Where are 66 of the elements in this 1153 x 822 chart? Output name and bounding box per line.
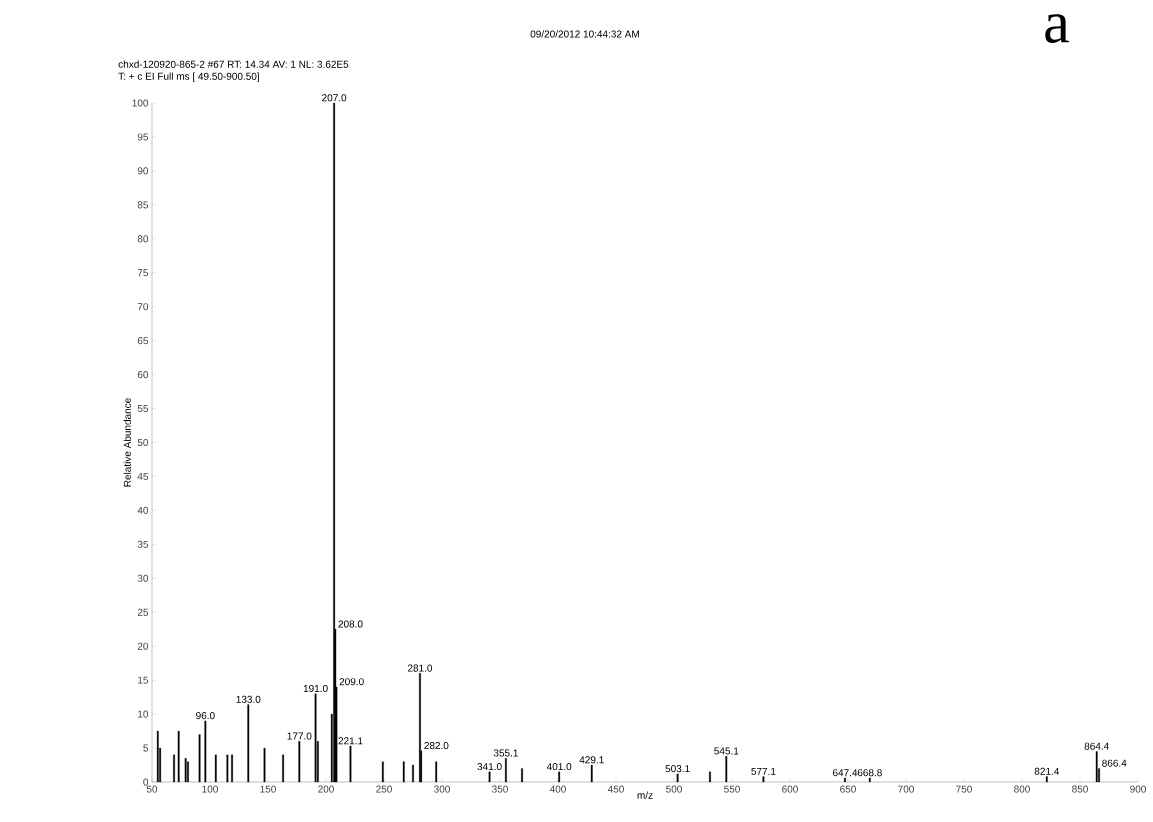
y-tick-label: 90 bbox=[137, 167, 149, 175]
x-tick-label: 850 bbox=[1072, 785, 1088, 793]
y-tick-label: 45 bbox=[137, 472, 149, 480]
x-tick-label: 550 bbox=[724, 785, 740, 793]
y-tick-label: 20 bbox=[137, 642, 149, 650]
annotation: 282.0 bbox=[424, 741, 449, 750]
y-tick-label: 60 bbox=[137, 371, 149, 379]
x-tick-label: 300 bbox=[434, 785, 450, 793]
y-tick-label: 15 bbox=[138, 676, 149, 684]
x-axis-title: m/z bbox=[637, 791, 653, 799]
annotation: 209.0 bbox=[339, 678, 364, 686]
annotation: 341.0 bbox=[477, 763, 502, 771]
annotation: 177.0 bbox=[287, 732, 312, 740]
y-tick-label: 100 bbox=[132, 99, 149, 107]
x-tick-label: 900 bbox=[1130, 785, 1146, 793]
annotation: 821.4 bbox=[1034, 767, 1060, 775]
x-tick-label: 200 bbox=[318, 785, 334, 793]
annotation: 96.0 bbox=[196, 712, 215, 720]
x-tick-label: 800 bbox=[1014, 785, 1030, 793]
annotation: 208.0 bbox=[338, 620, 363, 628]
annotation: 191.0 bbox=[303, 684, 328, 693]
y-tick-label: 85 bbox=[137, 201, 149, 209]
annotation: 864.4 bbox=[1084, 742, 1109, 750]
x-tick-label: 650 bbox=[840, 785, 856, 793]
x-tick-label: 150 bbox=[260, 785, 276, 793]
y-tick-label: 80 bbox=[137, 235, 149, 243]
y-tick-label: 5 bbox=[143, 744, 149, 752]
x-tick-label: 750 bbox=[956, 785, 972, 793]
y-tick-label: 50 bbox=[137, 438, 149, 447]
y-tick-label: 95 bbox=[137, 133, 149, 141]
x-tick-label: 350 bbox=[492, 785, 508, 793]
y-tick-label: 75 bbox=[137, 269, 149, 277]
chart-title: chxd-120920-865-2 #67 RT: 14.34 AV: 1 NL: 3.62E5 bbox=[118, 60, 349, 68]
y-tick-label: 65 bbox=[137, 337, 149, 345]
annotation: 545.1 bbox=[714, 747, 739, 755]
annotation: 503.1 bbox=[665, 765, 690, 773]
y-tick-label: 25 bbox=[137, 608, 149, 616]
x-tick-label: 100 bbox=[202, 785, 218, 793]
annotation: 401.0 bbox=[546, 763, 572, 771]
annotation: 429.1 bbox=[579, 756, 604, 764]
x-tick-label: 500 bbox=[666, 785, 682, 793]
x-tick-label: 250 bbox=[376, 785, 392, 793]
y-tick-label: 0 bbox=[143, 778, 149, 786]
annotation: 221.1 bbox=[338, 737, 363, 745]
annotation: 668.8 bbox=[857, 769, 882, 777]
y-tick-label: 10 bbox=[138, 710, 149, 718]
x-tick-label: 400 bbox=[549, 785, 566, 793]
y-tick-label: 30 bbox=[137, 574, 149, 582]
annotation: 647.4 bbox=[832, 769, 858, 777]
annotation: 577.1 bbox=[751, 767, 776, 775]
annotation: 866.4 bbox=[1102, 759, 1127, 767]
y-tick-label: 35 bbox=[137, 540, 149, 548]
x-tick-label: 450 bbox=[607, 785, 624, 793]
x-tick-label: 700 bbox=[898, 785, 914, 793]
text: a bbox=[1045, 14, 1069, 43]
annotation: 133.0 bbox=[236, 695, 261, 703]
text: 09/20/2012 10:44:32 AM bbox=[530, 30, 639, 38]
annotation: 281.0 bbox=[407, 664, 433, 672]
annotation: 355.1 bbox=[493, 749, 518, 757]
x-tick-label: 600 bbox=[782, 785, 798, 793]
y-tick-label: 40 bbox=[137, 506, 149, 514]
y-tick-label: 70 bbox=[137, 303, 149, 311]
annotation: 207.0 bbox=[322, 94, 347, 102]
y-tick-label: 55 bbox=[137, 405, 149, 413]
chart-subtitle: T: + c EI Full ms [ 49.50-900.50] bbox=[118, 72, 259, 82]
y-axis-title: Relative Abundance bbox=[123, 398, 131, 487]
